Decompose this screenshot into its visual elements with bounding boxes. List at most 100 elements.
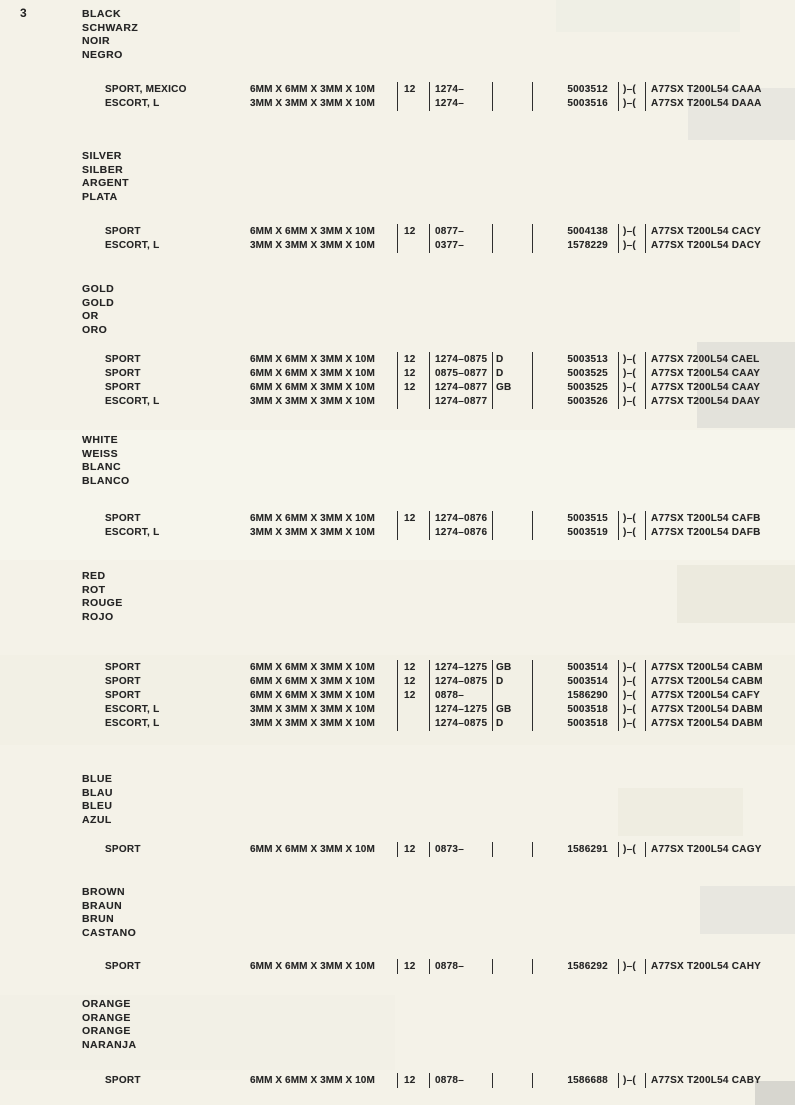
column-separator bbox=[618, 511, 620, 526]
paren-cell: )–( bbox=[623, 718, 636, 729]
color-name: SCHWARZ bbox=[82, 21, 139, 34]
column-separator bbox=[397, 352, 399, 367]
market-code-cell: GB bbox=[496, 704, 512, 715]
scan-artifact bbox=[0, 995, 395, 1070]
column-separator bbox=[429, 688, 431, 703]
model-cell: SPORT bbox=[105, 1075, 141, 1086]
column-separator bbox=[397, 511, 399, 526]
service-number-cell: 5003514 bbox=[567, 676, 608, 687]
color-name: ORO bbox=[82, 324, 108, 337]
service-number-cell: 5003516 bbox=[567, 98, 608, 109]
paren-cell: )–( bbox=[623, 98, 636, 109]
scan-artifact bbox=[556, 0, 740, 32]
model-cell: ESCORT, L bbox=[105, 704, 160, 715]
part-number-cell: A77SX T200L54 CAGY bbox=[651, 844, 762, 855]
qty-cell: 12 bbox=[404, 676, 416, 687]
column-separator bbox=[618, 1073, 620, 1088]
part-number-cell: A77SX T200L54 CABM bbox=[651, 662, 763, 673]
column-separator bbox=[532, 716, 534, 731]
color-name: RED bbox=[82, 570, 106, 582]
column-separator bbox=[618, 674, 620, 689]
column-separator bbox=[492, 525, 494, 540]
date-range-cell: 1274–0877 bbox=[435, 382, 488, 393]
column-separator bbox=[492, 511, 494, 526]
service-number-cell: 5003518 bbox=[567, 718, 608, 729]
paren-cell: )–( bbox=[623, 396, 636, 407]
column-separator bbox=[429, 366, 431, 381]
color-name: CASTANO bbox=[82, 927, 137, 940]
column-separator bbox=[645, 525, 647, 540]
color-name: BROWN bbox=[82, 886, 126, 898]
color-header-block: BLACK SCHWARZ NOIR NEGRO bbox=[82, 8, 138, 63]
table-row: ESCORT, L 3MM X 3MM X 3MM X 10M 1274– 50035… bbox=[0, 96, 795, 111]
model-cell: ESCORT, L bbox=[105, 527, 160, 538]
column-separator bbox=[532, 1073, 534, 1088]
color-name: GOLD bbox=[82, 296, 115, 309]
table-row: SPORT 6MM X 6MM X 3MM X 10M 12 0878– 1586290… bbox=[0, 688, 795, 703]
paren-cell: )–( bbox=[623, 676, 636, 687]
model-cell: SPORT bbox=[105, 961, 141, 972]
column-separator bbox=[429, 224, 431, 239]
column-separator bbox=[532, 511, 534, 526]
market-code-cell: D bbox=[496, 354, 504, 365]
paren-cell: )–( bbox=[623, 690, 636, 701]
column-separator bbox=[397, 660, 399, 675]
date-range-cell: 1274–0875 bbox=[435, 718, 488, 729]
column-separator bbox=[532, 224, 534, 239]
part-number-cell: A77SX T200L54 DACY bbox=[651, 240, 762, 251]
column-separator bbox=[429, 842, 431, 857]
date-range-cell: 1274– bbox=[435, 98, 465, 109]
scan-artifact bbox=[700, 886, 795, 934]
column-separator bbox=[645, 238, 647, 253]
size-cell: 6MM X 6MM X 3MM X 10M bbox=[250, 676, 375, 687]
column-separator bbox=[429, 959, 431, 974]
column-separator bbox=[429, 394, 431, 409]
column-separator bbox=[532, 366, 534, 381]
column-separator bbox=[429, 352, 431, 367]
column-separator bbox=[645, 96, 647, 111]
column-separator bbox=[532, 82, 534, 97]
column-separator bbox=[492, 674, 494, 689]
part-number-cell: A77SX T200L54 CAFY bbox=[651, 690, 760, 701]
size-cell: 3MM X 3MM X 3MM X 10M bbox=[250, 718, 375, 729]
column-separator bbox=[429, 238, 431, 253]
model-cell: SPORT bbox=[105, 354, 141, 365]
column-separator bbox=[532, 380, 534, 395]
column-separator bbox=[618, 238, 620, 253]
color-name: SILBER bbox=[82, 163, 124, 176]
color-name: WEISS bbox=[82, 447, 119, 460]
part-number-cell: A77SX T200L54 CACY bbox=[651, 226, 762, 237]
date-range-cell: 1274–0877 bbox=[435, 396, 488, 407]
column-separator bbox=[397, 702, 399, 717]
service-number-cell: 1586292 bbox=[567, 961, 608, 972]
date-range-cell: 0877– bbox=[435, 226, 465, 237]
qty-cell: 12 bbox=[404, 84, 416, 95]
column-separator bbox=[532, 525, 534, 540]
table-row: SPORT 6MM X 6MM X 3MM X 10M 12 1274–0876 500… bbox=[0, 511, 795, 526]
color-name: AZUL bbox=[82, 814, 112, 827]
column-separator bbox=[645, 959, 647, 974]
part-number-cell: A77SX T200L54 DABM bbox=[651, 718, 763, 729]
column-separator bbox=[492, 959, 494, 974]
color-header-block: SILVER SILBER ARGENT PLATA bbox=[82, 150, 129, 205]
size-cell: 6MM X 6MM X 3MM X 10M bbox=[250, 226, 375, 237]
page-number: 3 bbox=[20, 6, 28, 20]
color-name: NEGRO bbox=[82, 49, 123, 62]
column-separator bbox=[532, 96, 534, 111]
color-name: OR bbox=[82, 310, 99, 323]
column-separator bbox=[429, 525, 431, 540]
column-separator bbox=[397, 224, 399, 239]
qty-cell: 12 bbox=[404, 662, 416, 673]
size-cell: 6MM X 6MM X 3MM X 10M bbox=[250, 1075, 375, 1086]
size-cell: 3MM X 3MM X 3MM X 10M bbox=[250, 240, 375, 251]
part-number-cell: A77SX T200L54 CABM bbox=[651, 676, 763, 687]
part-number-cell: A77SX T200L54 DAAA bbox=[651, 98, 762, 109]
date-range-cell: 0377– bbox=[435, 240, 465, 251]
column-separator bbox=[429, 716, 431, 731]
service-number-cell: 5003513 bbox=[567, 354, 608, 365]
table-row: SPORT 6MM X 6MM X 3MM X 10M 12 0878– 1586688… bbox=[0, 1073, 795, 1088]
part-number-cell: A77SX 7200L54 CAEL bbox=[651, 354, 760, 365]
paren-cell: )–( bbox=[623, 844, 636, 855]
column-separator bbox=[532, 394, 534, 409]
